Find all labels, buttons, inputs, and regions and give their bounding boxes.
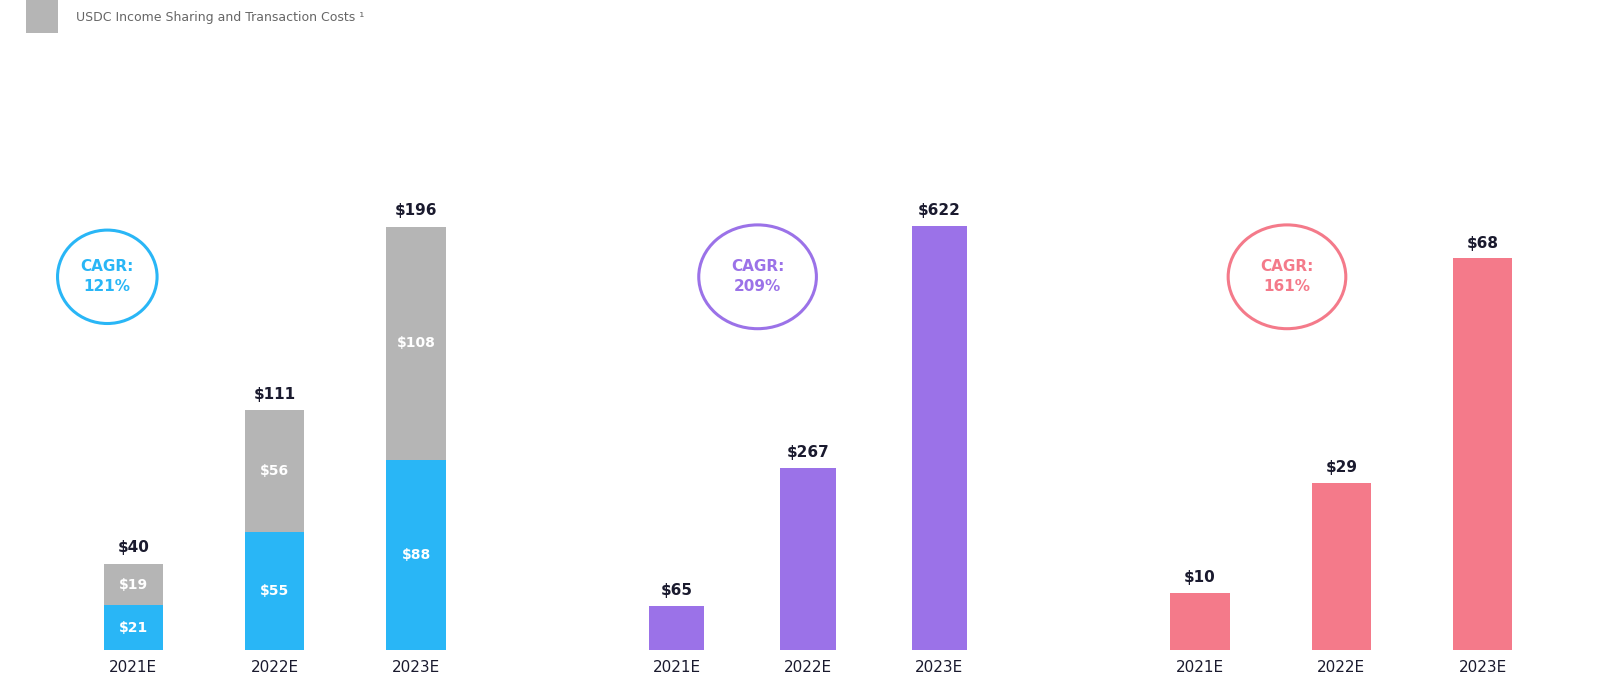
Text: $10: $10 — [1185, 570, 1215, 585]
Text: $55: $55 — [260, 584, 289, 598]
FancyBboxPatch shape — [26, 0, 58, 33]
Text: $40: $40 — [118, 540, 149, 555]
Text: $19: $19 — [118, 578, 149, 592]
Bar — [1312, 483, 1370, 650]
Text: CAGR:
121%: CAGR: 121% — [81, 260, 134, 294]
Text: $88: $88 — [401, 548, 431, 563]
Bar — [1453, 258, 1513, 650]
Text: $111: $111 — [254, 387, 296, 402]
Bar — [246, 410, 304, 531]
Bar — [386, 460, 446, 650]
Text: $196: $196 — [394, 203, 438, 218]
Bar — [1170, 593, 1230, 650]
Text: $267: $267 — [787, 446, 829, 460]
Text: $108: $108 — [396, 336, 436, 350]
Text: $56: $56 — [260, 464, 289, 478]
Bar — [650, 606, 705, 650]
Text: USDC Income Sharing and Transaction Costs ¹: USDC Income Sharing and Transaction Cost… — [76, 11, 364, 24]
Text: $29: $29 — [1325, 460, 1357, 475]
Text: $21: $21 — [118, 621, 149, 635]
Bar — [246, 531, 304, 650]
Bar — [911, 226, 966, 650]
Text: $622: $622 — [918, 203, 962, 218]
Bar — [781, 468, 835, 650]
Text: $68: $68 — [1467, 235, 1498, 251]
Text: CAGR:
161%: CAGR: 161% — [1260, 260, 1314, 294]
Text: $65: $65 — [661, 583, 693, 599]
Bar — [103, 564, 163, 605]
Text: CAGR:
209%: CAGR: 209% — [730, 260, 784, 294]
Bar — [386, 227, 446, 460]
Bar — [103, 605, 163, 650]
